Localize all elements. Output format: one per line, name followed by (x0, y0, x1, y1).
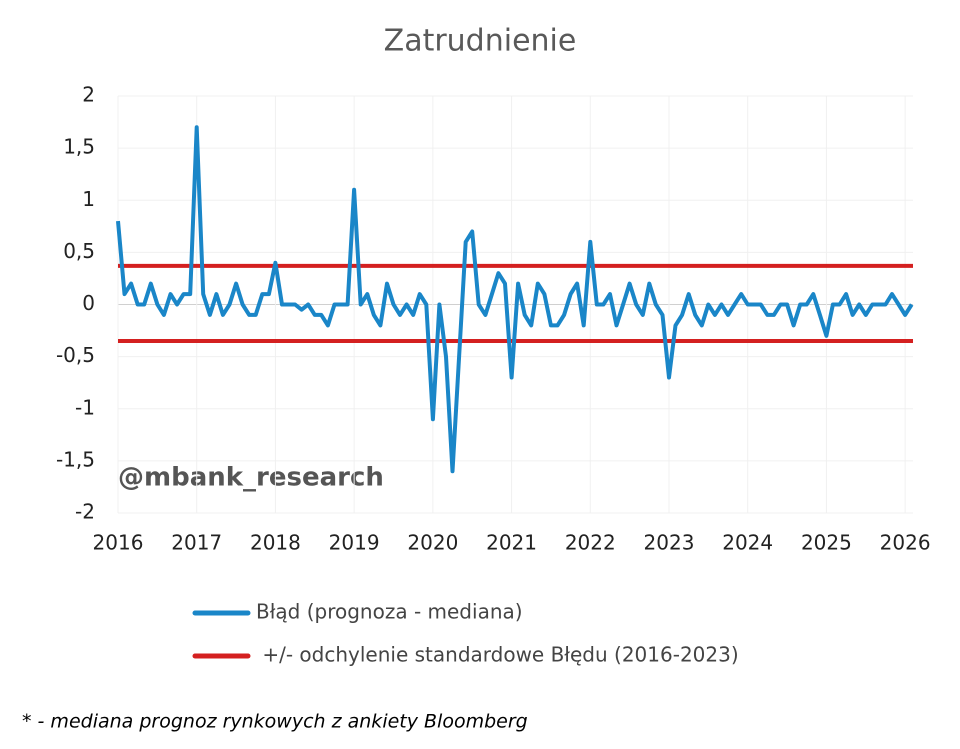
x-tick-label: 2020 (407, 531, 458, 555)
y-tick-label: -1 (75, 395, 95, 419)
y-tick-label: 1,5 (63, 135, 95, 159)
y-tick-label: -0,5 (56, 343, 95, 367)
y-tick-label: -2 (75, 500, 95, 524)
x-tick-label: 2017 (171, 531, 222, 555)
data-line (116, 125, 914, 474)
footnote: * - mediana prognoz rynkowych z ankiety … (22, 711, 528, 733)
x-tick-label: 2018 (250, 531, 301, 555)
x-tick-label: 2025 (801, 531, 852, 555)
x-tick-label: 2016 (93, 531, 144, 555)
y-tick-label: 0,5 (63, 239, 95, 263)
y-tick-label: 1 (82, 187, 95, 211)
x-tick-label: 2023 (644, 531, 695, 555)
y-tick-label: 0 (82, 291, 95, 315)
x-tick-label: 2024 (722, 531, 773, 555)
x-tick-label: 2019 (329, 531, 380, 555)
chart-title: Zatrudnienie (384, 24, 577, 59)
legend-label: +/- odchylenie standardowe Błędu (2016-2… (256, 643, 739, 667)
watermark: @mbank_research (118, 463, 384, 493)
y-tick-label: -1,5 (56, 447, 95, 471)
x-tick-label: 2021 (486, 531, 537, 555)
x-tick-label: 2022 (565, 531, 616, 555)
legend-label: Błąd (prognoza - mediana) (256, 600, 523, 624)
y-tick-label: 2 (82, 83, 95, 107)
x-tick-label: 2026 (880, 531, 931, 555)
